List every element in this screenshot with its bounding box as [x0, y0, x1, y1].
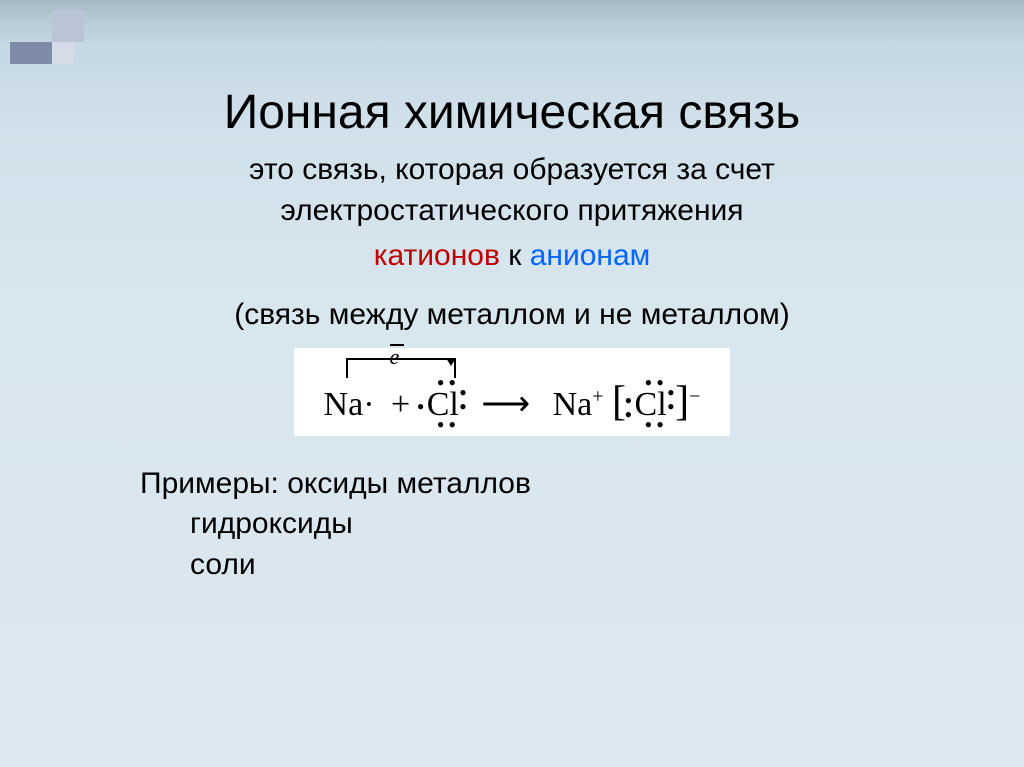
- decoration-square-3: [52, 42, 74, 64]
- corner-decoration: [10, 10, 100, 65]
- cl2-right-dots: ••: [667, 386, 675, 414]
- decoration-square-1: [52, 10, 84, 42]
- definition-line-1: это связь, которая образуется за счет: [0, 150, 1024, 191]
- formula-box: e Na· + •• • Cl •• •• ⟶ Na+ [ •• ••: [294, 348, 731, 436]
- cations-word: катионов: [374, 239, 500, 272]
- reaction-arrow-icon: ⟶: [467, 386, 544, 423]
- cations-anions-line: катионов к анионам: [0, 235, 1024, 277]
- clarification-line: (связь между металлом и не металлом): [0, 295, 1024, 336]
- cl-lewis-right: •• •• Cl •• ••: [635, 386, 667, 424]
- anions-word: анионам: [530, 239, 651, 272]
- cl-top-dots: ••: [437, 370, 460, 396]
- cl2-top-dots: ••: [645, 370, 668, 396]
- cl-lewis-left: •• • Cl •• ••: [427, 386, 459, 424]
- cl-right-dots: ••: [459, 386, 467, 414]
- cl-bottom-dots: ••: [437, 412, 460, 438]
- right-bracket: ]: [675, 379, 689, 425]
- decoration-square-2: [10, 42, 52, 64]
- to-word: к: [500, 239, 530, 272]
- cl-minus-charge: −: [689, 385, 700, 407]
- cl2-bottom-dots: ••: [645, 412, 668, 438]
- na-plus-charge: +: [592, 385, 603, 407]
- slide-content: Ионная химическая связь это связь, котор…: [0, 0, 1024, 585]
- slide-title: Ионная химическая связь: [0, 85, 1024, 140]
- definition-line-2: электростатического притяжения: [0, 191, 1024, 232]
- cl2-left-dots: ••: [625, 394, 633, 422]
- electron-transfer-arrow-icon: [446, 358, 456, 366]
- examples-sub-1: гидроксиды: [190, 504, 1024, 545]
- na-symbol: Na: [324, 386, 364, 423]
- na-electron-dot: ·: [363, 386, 374, 423]
- na-cation: Na: [553, 386, 593, 423]
- examples-sub-2: соли: [190, 545, 1024, 586]
- examples-label: Примеры: оксиды металлов: [140, 464, 1024, 505]
- plus-sign: +: [383, 386, 418, 423]
- cl-left-dot: •: [417, 394, 425, 420]
- nacl-formula: e Na· + •• • Cl •• •• ⟶ Na+ [ •• ••: [324, 364, 701, 412]
